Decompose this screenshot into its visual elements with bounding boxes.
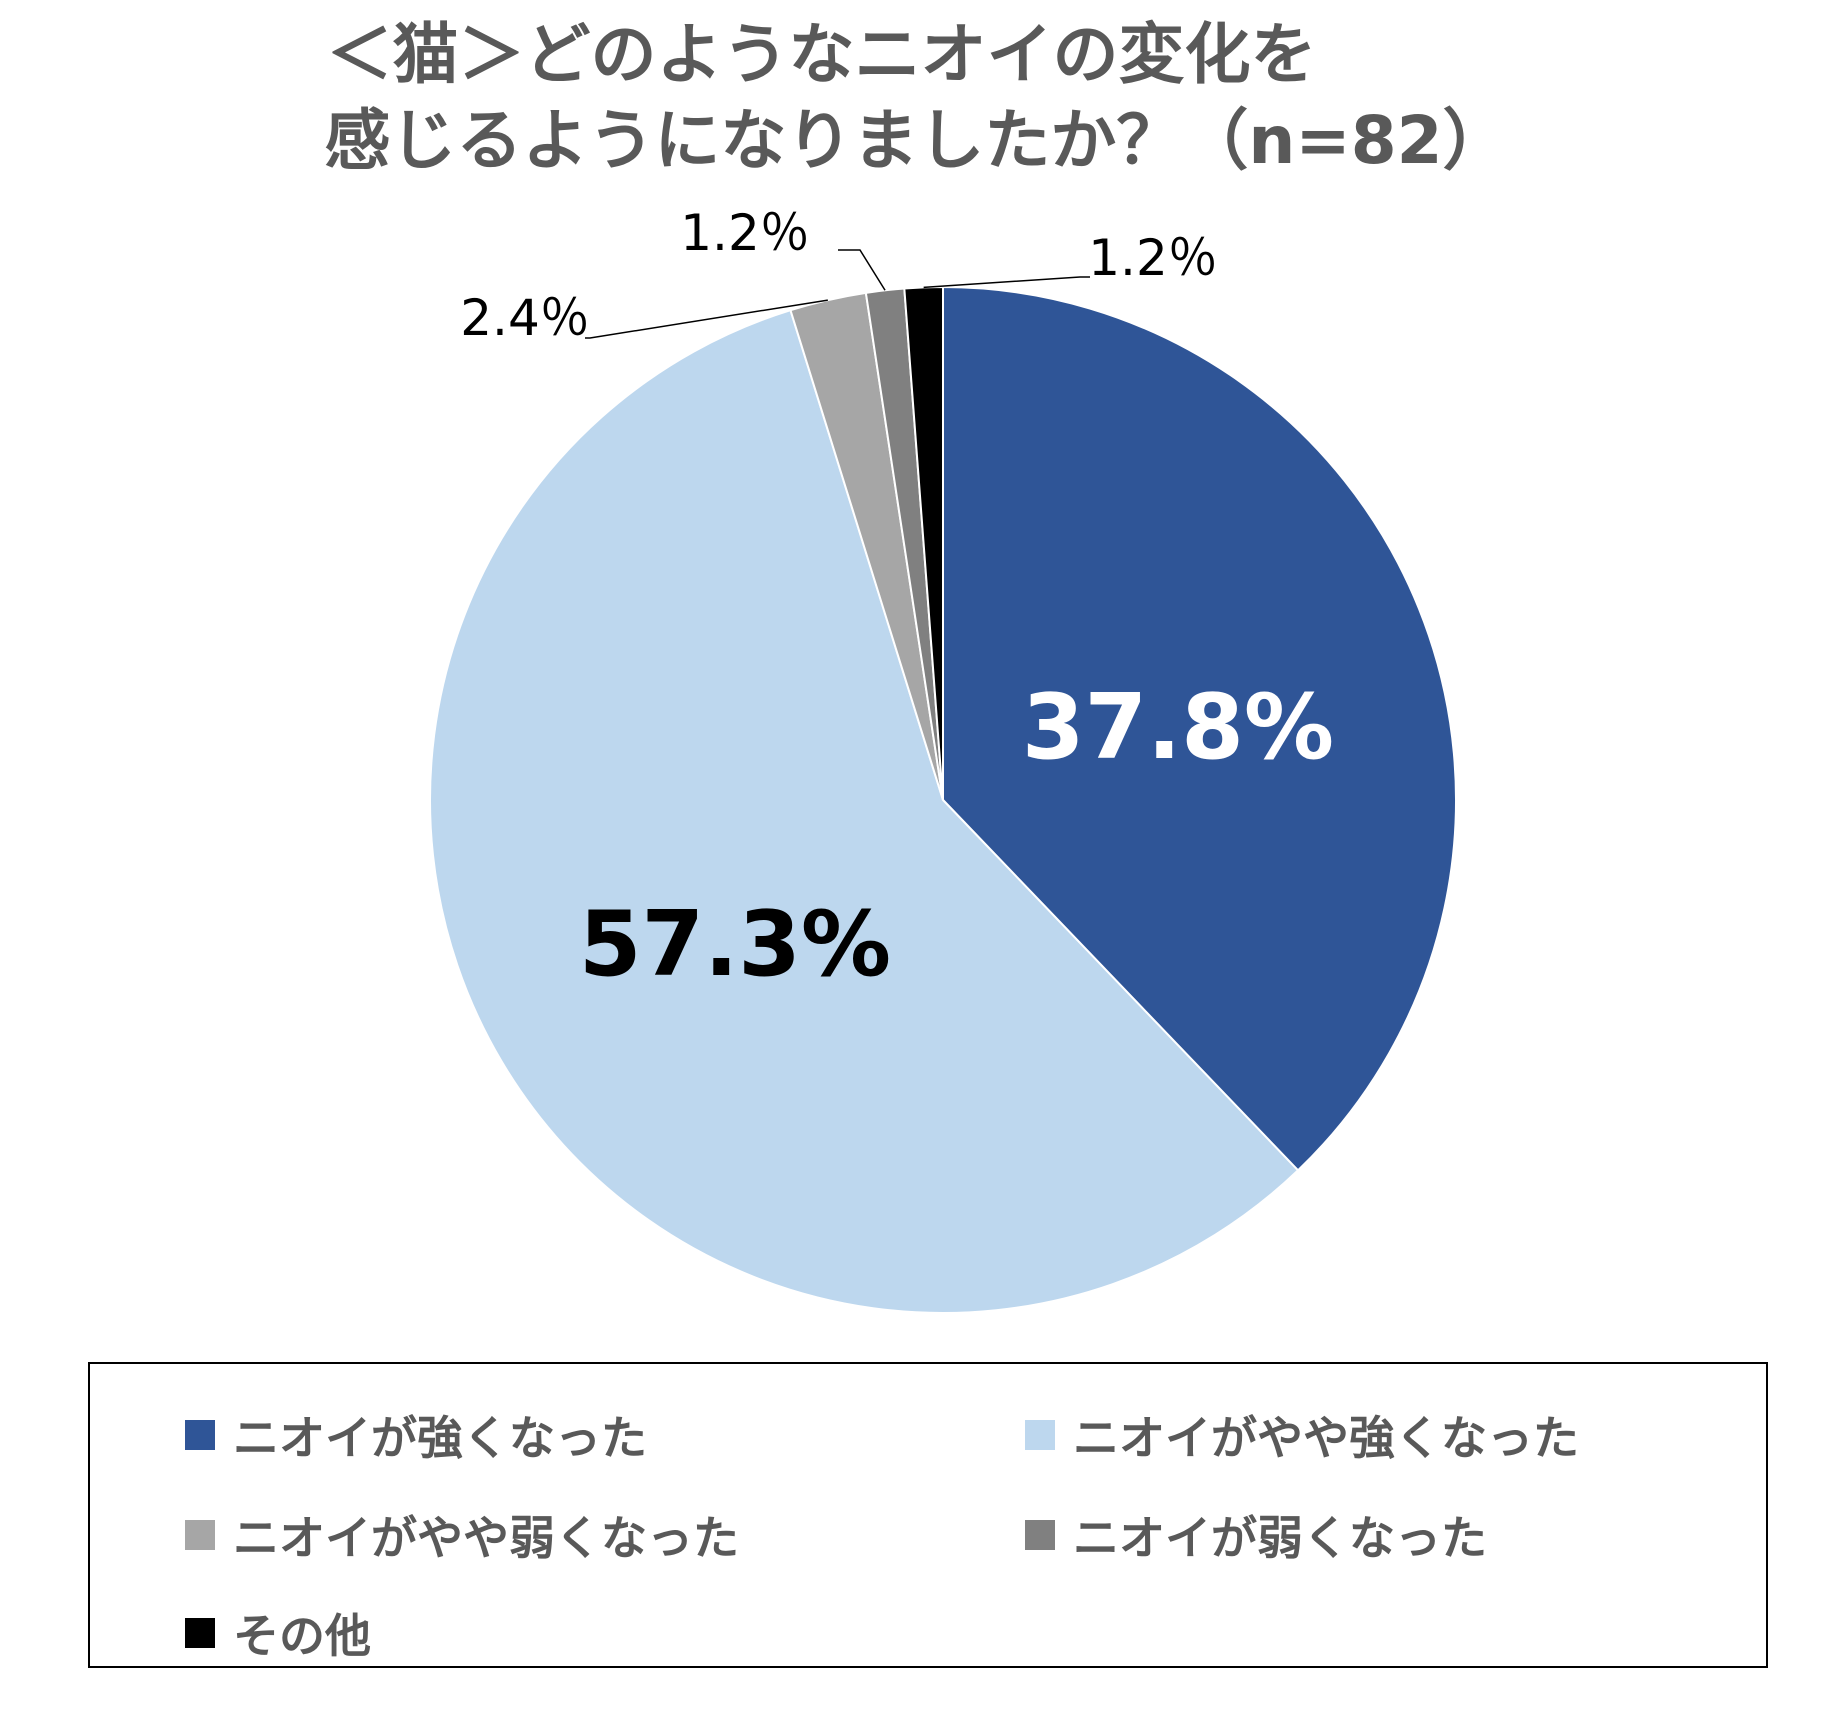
leader-line-3: [838, 249, 886, 291]
pie-slice-0: [942, 285, 1457, 1172]
data-label-3: 1.2％: [680, 204, 810, 262]
chart-title-line1: ＜猫＞どのようなニオイの変化を: [326, 16, 1317, 93]
legend-label: ニオイが弱くなった: [1073, 1511, 1487, 1565]
legend: ニオイが強くなった ニオイがやや強くなった ニオイがやや弱くなった ニオイが弱く…: [88, 1362, 1768, 1668]
chart-title-line2: 感じるようになりましたか？（n=82）: [324, 102, 1509, 179]
data-label-1: 57.3%: [579, 892, 891, 997]
legend-swatch: [185, 1420, 215, 1450]
legend-label: ニオイがやや弱くなった: [233, 1511, 739, 1565]
legend-swatch: [1025, 1520, 1055, 1550]
pie-slice-1: [429, 308, 1300, 1314]
legend-item-weak: ニオイが弱くなった: [1025, 1502, 1487, 1568]
leader-line-2: [585, 299, 828, 339]
data-label-4: 1.2％: [1088, 229, 1218, 287]
legend-item-strong: ニオイが強くなった: [185, 1402, 647, 1468]
legend-item-slightly-strong: ニオイがやや強くなった: [1025, 1402, 1579, 1468]
legend-swatch: [185, 1520, 215, 1550]
legend-item-other: その他: [185, 1600, 371, 1666]
legend-label: その他: [233, 1609, 371, 1663]
leader-line-4: [923, 276, 1090, 289]
legend-label: ニオイが強くなった: [233, 1411, 647, 1465]
legend-swatch: [185, 1618, 215, 1648]
data-label-0: 37.8%: [1022, 675, 1334, 780]
data-label-2: 2.4％: [460, 289, 590, 347]
legend-swatch: [1025, 1420, 1055, 1450]
legend-label: ニオイがやや強くなった: [1073, 1411, 1579, 1465]
legend-item-slightly-weak: ニオイがやや弱くなった: [185, 1502, 739, 1568]
